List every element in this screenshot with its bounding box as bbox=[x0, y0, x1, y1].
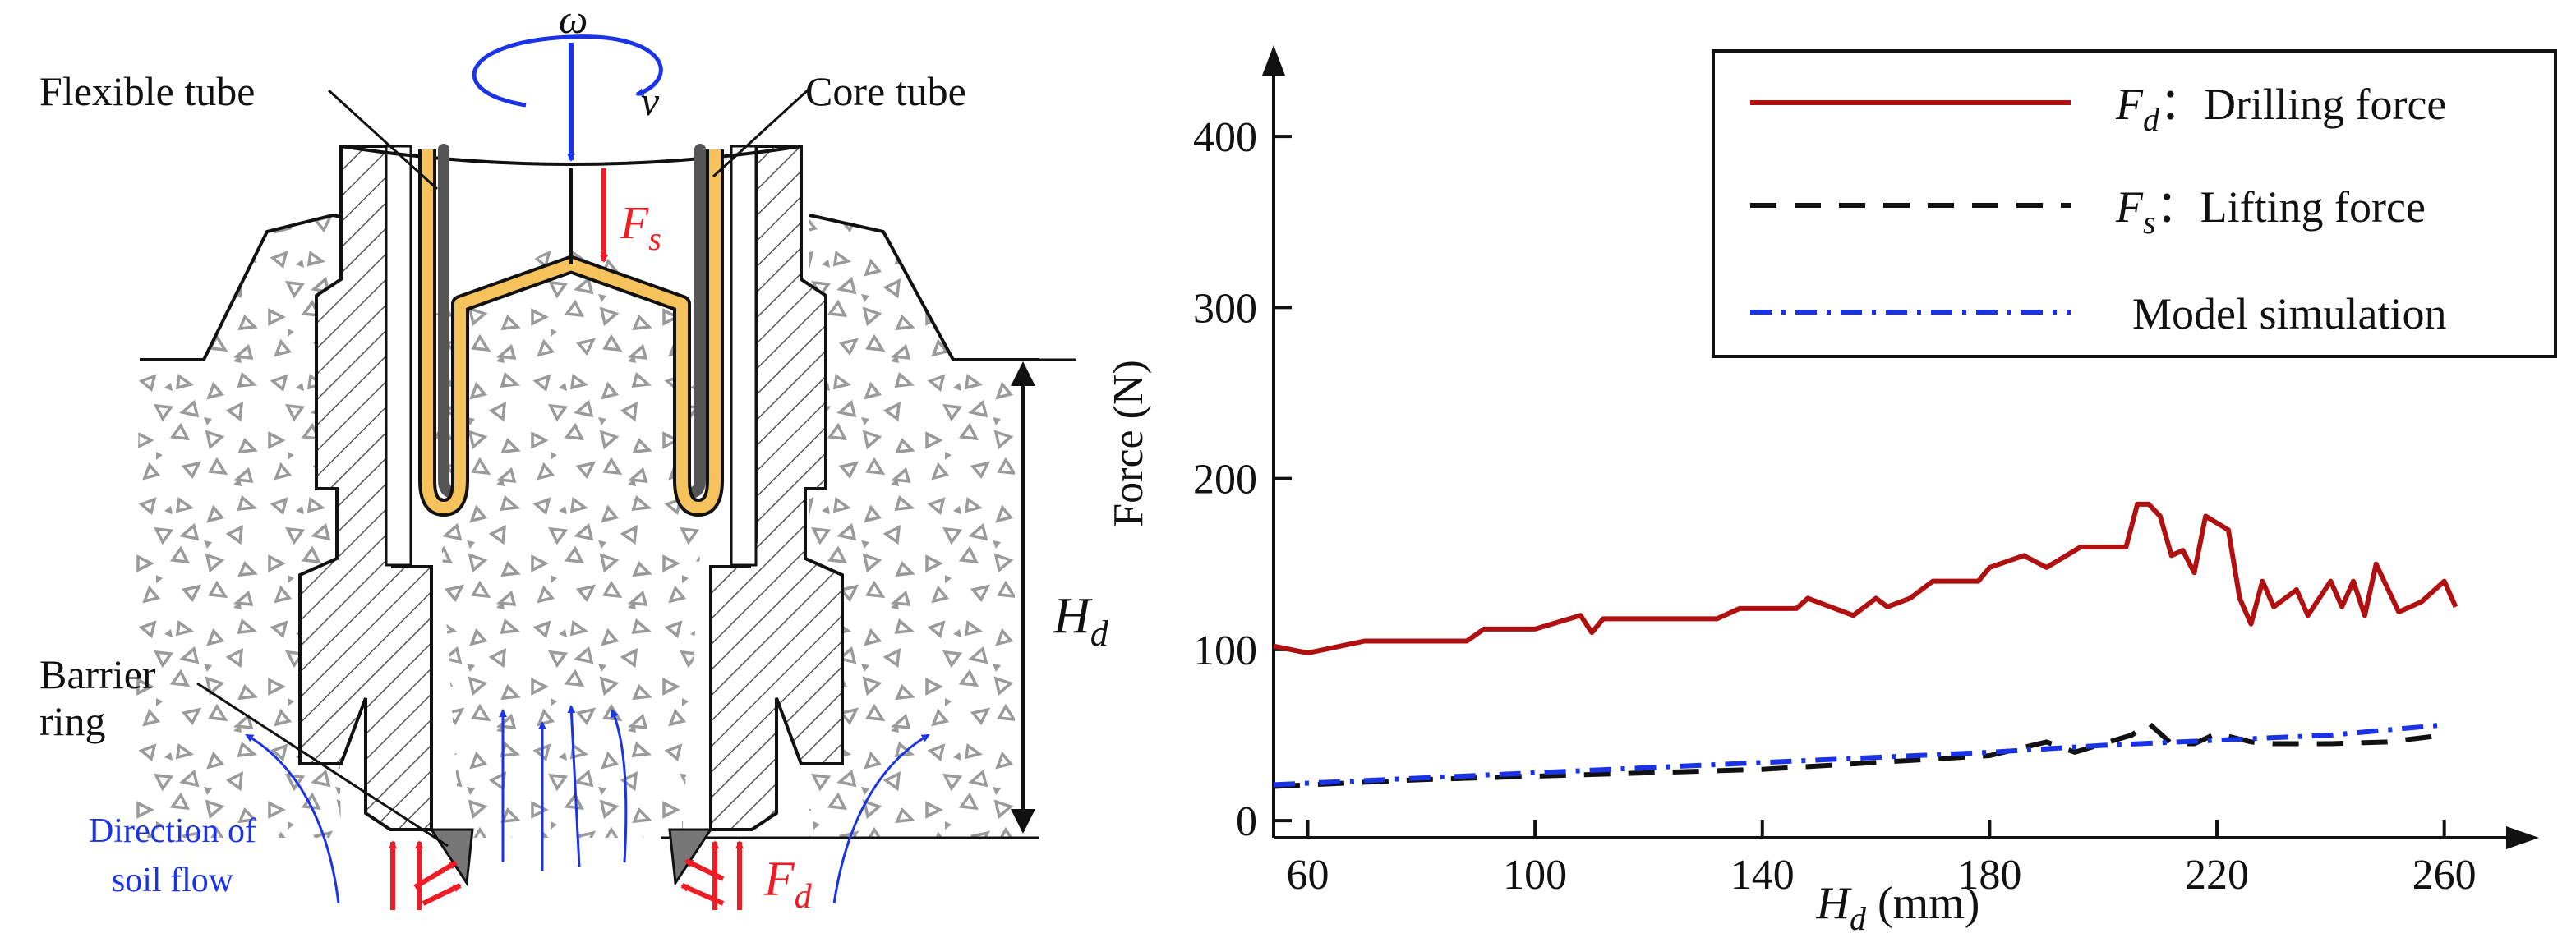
x-tick-label: 260 bbox=[2412, 852, 2477, 899]
soil-region bbox=[131, 215, 341, 838]
x-axis-label: Hd (mm) bbox=[1816, 878, 1980, 937]
soil-surface-left bbox=[140, 213, 346, 361]
fs-label: Fs bbox=[620, 198, 661, 257]
barrier-ring-label-2: ring bbox=[39, 698, 106, 744]
soil-flow-label-1: Direction of bbox=[89, 812, 256, 850]
core-tube-leader bbox=[712, 87, 811, 178]
fd-arrows-left bbox=[389, 840, 462, 910]
x-tick-label: 180 bbox=[1957, 852, 2021, 899]
drilling-schematic: ω v Fs Fd bbox=[39, 0, 1109, 916]
y-axis-label: Force (N) bbox=[1105, 360, 1152, 527]
series-lines bbox=[1273, 501, 2458, 789]
soil-core bbox=[427, 238, 715, 838]
soil-flow-label-2: soil flow bbox=[112, 862, 234, 899]
x-tick-label: 60 bbox=[1286, 852, 1329, 899]
fd-label: Fd bbox=[763, 852, 813, 916]
legend-text-lifting: Fs：Lifting force bbox=[2115, 182, 2426, 241]
legend-text-drilling: Fd：Drilling force bbox=[2115, 80, 2446, 138]
omega-label: ω bbox=[559, 0, 588, 42]
x-tick-label: 100 bbox=[1503, 852, 1567, 899]
hd-dim-head-top bbox=[1011, 361, 1035, 386]
hd-dim-head-bottom bbox=[1011, 809, 1035, 834]
rotation-arrow bbox=[472, 34, 663, 108]
y-tick-label: 0 bbox=[1236, 798, 1257, 845]
barrier-ring-label-1: Barrier bbox=[39, 651, 156, 697]
x-ticks: 60 100 140 180 220 260 bbox=[1286, 820, 2477, 899]
inner-tube-left bbox=[385, 145, 412, 567]
x-tick-label: 220 bbox=[2185, 852, 2249, 899]
series-line-model-simulation bbox=[1273, 722, 2445, 788]
y-tick-label: 300 bbox=[1193, 285, 1257, 332]
flexible-tube-label: Flexible tube bbox=[39, 68, 255, 114]
y-tick-label: 100 bbox=[1193, 628, 1257, 674]
fd-arrows-right bbox=[680, 840, 744, 910]
soil-flow-arrows bbox=[245, 705, 930, 904]
flexible-tube-leader bbox=[327, 89, 439, 191]
v-label: v bbox=[641, 78, 660, 124]
y-tick-label: 400 bbox=[1193, 114, 1257, 161]
soil-region-right bbox=[809, 215, 1015, 838]
series-line-lifting-force bbox=[1273, 720, 2445, 789]
series-line-drilling-force bbox=[1273, 501, 2458, 656]
x-axis-arrowhead bbox=[2506, 826, 2539, 849]
y-axis-arrowhead bbox=[1262, 45, 1285, 76]
y-ticks: 0 100 200 300 400 bbox=[1193, 114, 1292, 845]
inner-tube-right bbox=[730, 145, 758, 567]
hd-label: Hd bbox=[1053, 588, 1109, 654]
cutter-tip-right bbox=[668, 828, 713, 887]
legend-text-model: Model simulation bbox=[2132, 289, 2446, 338]
core-tube-label: Core tube bbox=[805, 68, 966, 114]
barrier-ring-leader bbox=[196, 682, 449, 848]
force-chart: 0 100 200 300 400 60 100 140 180 220 260 Force (N… bbox=[1105, 45, 2557, 937]
y-tick-label: 200 bbox=[1193, 457, 1257, 503]
x-tick-label: 140 bbox=[1730, 852, 1795, 899]
legend: Fd：Drilling force Fs：Lifting force Model… bbox=[1712, 49, 2557, 358]
